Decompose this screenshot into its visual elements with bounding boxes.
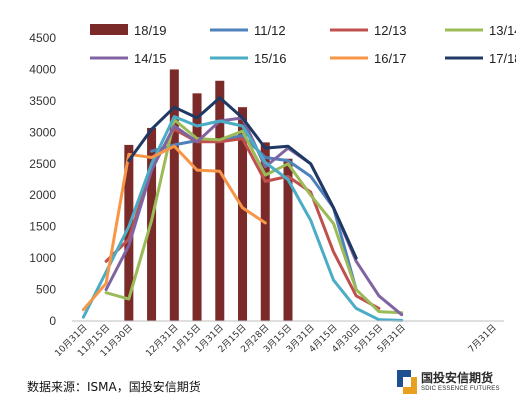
y-tick-label: 500 [36,283,56,297]
legend-17-18-label: 17/18 [489,51,516,66]
legend-18-19-swatch [90,24,128,35]
y-tick-label: 3000 [29,125,56,139]
y-tick-label: 3500 [29,94,56,108]
y-tick-labels: 0 500 1000 1500 2000 2500 3000 3500 4000 4500 [29,31,56,328]
legend-16-17-label: 16/17 [374,51,407,66]
company-logo: 国投安信期货 SDIC ESSENCE FUTURES [397,368,507,398]
logo-chinese-name: 国投安信期货 [421,371,494,385]
y-tick-label: 1500 [29,220,56,234]
x-tick-label: 7月31日 [466,322,499,355]
legend-18-19-label: 18/19 [134,23,167,38]
bar-18-19 [192,93,202,321]
line-series-group [81,96,404,322]
line-series-15-16 [81,115,404,322]
line-series-17-18 [127,96,358,260]
legend-14-15-label: 14/15 [134,51,167,66]
logo-mark-icon [397,370,417,394]
y-tick-label: 2500 [29,157,56,171]
chart-legend: 18/19 11/12 12/13 13/14 14/15 15/16 16/17 17/18 [90,23,516,66]
bar-18-19 [215,80,225,322]
bar-18-19 [283,158,293,321]
y-tick-label: 4000 [29,62,56,76]
data-source-note: 数据来源：ISMA，国投安信期货 [27,380,201,394]
bar-18-19 [169,69,179,321]
bar-18-19 [124,144,134,321]
y-tick-label: 0 [49,314,56,328]
line-series-13-14 [104,118,404,315]
bar-18-19 [238,107,248,321]
y-tick-label: 4500 [29,31,56,45]
line-series-16-17 [81,144,267,312]
legend-11-12-label: 11/12 [254,23,286,38]
legend-12-13-label: 12/13 [374,23,407,38]
legend-13-14-label: 13/14 [489,23,516,38]
y-tick-label: 2000 [29,188,56,202]
y-tick-label: 1000 [29,251,56,265]
logo-english-name: SDIC ESSENCE FUTURES [421,386,500,392]
legend-15-16-label: 15/16 [254,51,287,66]
bar-18-19 [260,142,270,321]
x-tick-label: 12月31日 [144,322,181,359]
